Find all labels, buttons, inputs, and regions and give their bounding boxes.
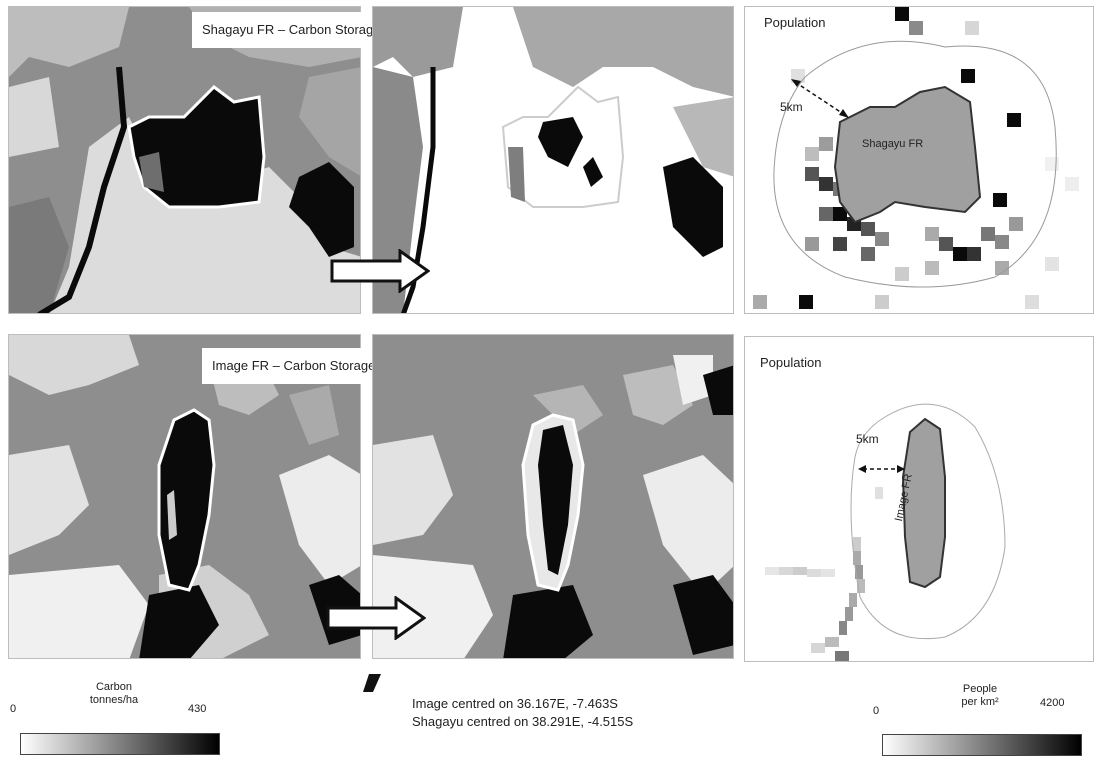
- right-arrow-icon: [330, 249, 430, 293]
- shagayu-reserve-label: Shagayu FR: [862, 138, 924, 150]
- population-legend-bar: [882, 734, 1082, 756]
- population-legend-title: People per km²: [950, 683, 1010, 709]
- shagayu-population-map: [744, 6, 1094, 314]
- decorative-slash-icon: [363, 674, 381, 692]
- carbon-legend-title-line2: tonnes/ha: [89, 694, 139, 706]
- centre-coordinates: Image centred on 36.167E, -7.463S Shagay…: [412, 695, 633, 731]
- right-arrow-icon: [326, 596, 426, 640]
- population-legend-title-line2: per km²: [961, 696, 999, 708]
- image-carbon-after-map: [372, 334, 734, 659]
- shagayu-centre-text: Shagayu centred on 38.291E, -4.515S: [412, 714, 634, 729]
- population-legend-max: 4200: [1040, 697, 1065, 709]
- carbon-legend-min: 0: [10, 703, 17, 715]
- shagayu-carbon-after-map: [372, 6, 734, 314]
- shagayu-distance-label: 5km: [780, 100, 803, 114]
- population-legend-title-line1: People: [962, 683, 998, 695]
- shagayu-population-title: Population: [764, 15, 826, 30]
- carbon-legend-title: Carbon tonnes/ha: [84, 681, 144, 707]
- image-centre-text: Image centred on 36.167E, -7.463S: [412, 696, 618, 711]
- image-population-map: [744, 336, 1094, 662]
- carbon-legend-max: 430: [188, 703, 207, 715]
- image-population-title: Population: [760, 355, 822, 370]
- carbon-legend-bar: [20, 733, 220, 755]
- carbon-legend-title-line1: Carbon: [95, 681, 133, 693]
- image-carbon-before-map: [8, 334, 361, 659]
- population-legend-min: 0: [873, 705, 880, 717]
- shagayu-carbon-before-map: [8, 6, 361, 314]
- image-distance-label: 5km: [856, 432, 879, 446]
